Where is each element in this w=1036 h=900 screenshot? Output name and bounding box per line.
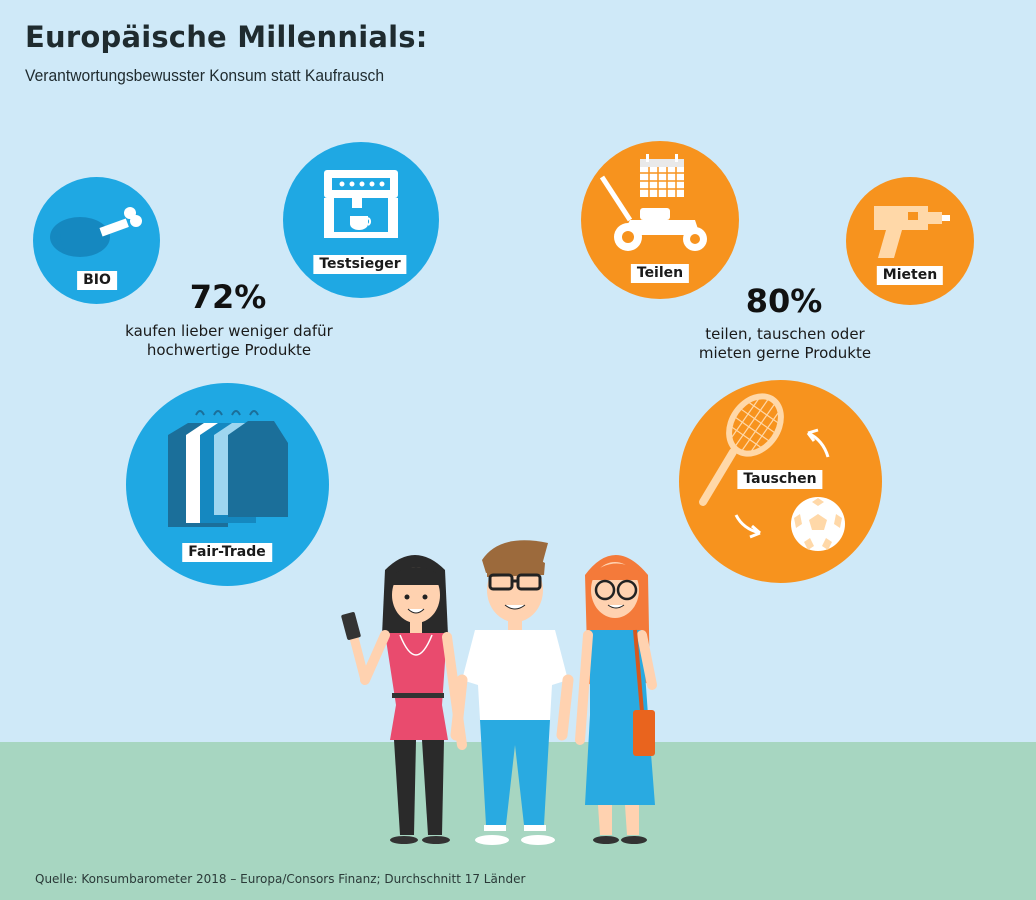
- left-description: kaufen lieber weniger dafür hochwertige …: [89, 322, 369, 360]
- right-description-line1: teilen, tauschen oder: [705, 325, 865, 343]
- teilen-label: Teilen: [630, 264, 690, 283]
- right-description-line2: mieten gerne Produkte: [698, 344, 872, 362]
- left-description-line2: hochwertige Produkte: [146, 341, 312, 359]
- left-percent: 72%: [189, 278, 267, 316]
- left-description-line1: kaufen lieber weniger dafür: [125, 322, 333, 340]
- fairtrade-label: Fair-Trade: [182, 543, 272, 562]
- page-subtitle: Verantwortungsbewusster Konsum statt Kau…: [25, 66, 385, 85]
- drill-icon: [874, 206, 950, 258]
- soccer-ball-icon: [791, 497, 845, 551]
- man-middle: [450, 540, 574, 845]
- calendar-icon: [640, 154, 684, 197]
- right-description: teilen, tauschen oder mieten gerne Produ…: [645, 325, 925, 363]
- right-percent: 80%: [745, 282, 823, 320]
- mieten-label: Mieten: [876, 266, 944, 285]
- testsieger-label: Testsieger: [313, 255, 407, 274]
- woman-right: [575, 555, 657, 844]
- tennis-racket-icon: [699, 393, 784, 506]
- coffee-machine-icon: [324, 170, 398, 238]
- people-illustration: [341, 540, 657, 845]
- source-note: Quelle: Konsumbarometer 2018 – Europa/Co…: [35, 872, 526, 886]
- meat-bone-icon: [50, 207, 142, 257]
- page-title: Europäische Millennials:: [25, 20, 428, 54]
- lawnmower-icon: [599, 175, 707, 251]
- tauschen-label: Tauschen: [737, 470, 823, 489]
- swap-arrows-icon: [734, 428, 830, 539]
- clothes-rack-icon: [168, 410, 288, 527]
- woman-left: [341, 555, 467, 844]
- bio-label: BIO: [77, 271, 117, 290]
